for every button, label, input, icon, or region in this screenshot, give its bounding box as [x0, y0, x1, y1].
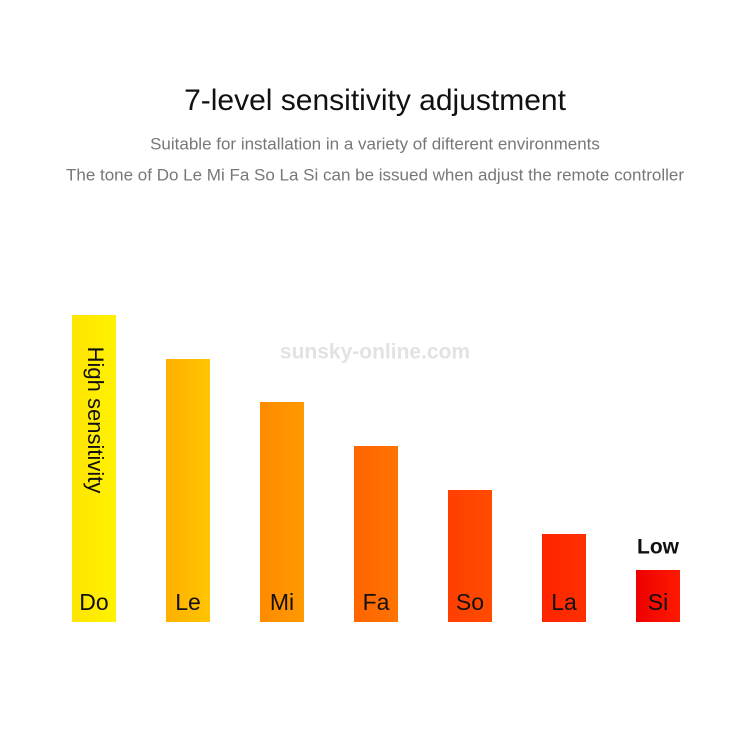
annotation-high: High sensitivity	[83, 347, 108, 494]
watermark: sunsky-online.com	[280, 341, 470, 364]
annotation-low: Low	[637, 536, 680, 559]
chart-title: 7-level sensitivity adjustment	[184, 84, 566, 117]
bar	[448, 490, 492, 622]
category-label: Si	[648, 589, 668, 615]
bar	[542, 534, 586, 622]
category-label: Mi	[270, 589, 294, 615]
bar	[260, 402, 304, 622]
category-label: Do	[79, 589, 108, 615]
category-label: Le	[175, 589, 201, 615]
category-label: La	[551, 589, 577, 615]
bar	[354, 446, 398, 622]
bar	[72, 315, 116, 622]
category-label: So	[456, 589, 484, 615]
bar	[166, 359, 210, 622]
subtitle: Suitable for installation in a variety o…	[150, 134, 600, 153]
subtitle: The tone of Do Le Mi Fa So La Si can be …	[66, 165, 684, 184]
category-label: Fa	[363, 589, 390, 615]
bar	[636, 570, 680, 622]
